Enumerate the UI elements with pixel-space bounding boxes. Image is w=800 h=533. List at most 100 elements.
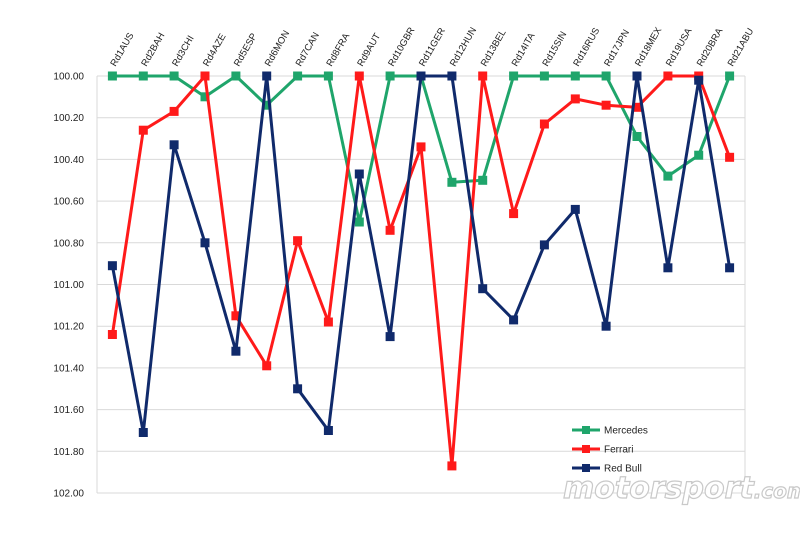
data-point	[539, 119, 549, 129]
data-point	[354, 217, 364, 227]
data-point	[138, 125, 148, 135]
x-tick-label: Rd6MON	[263, 29, 292, 69]
y-tick-label: 102.00	[53, 489, 84, 500]
data-point	[293, 384, 303, 394]
data-point	[262, 71, 272, 81]
data-point	[385, 225, 395, 235]
data-point	[725, 152, 735, 162]
data-point	[694, 150, 704, 160]
legend-swatch-marker	[582, 464, 590, 472]
x-tick-label: Rd7CAN	[294, 30, 322, 68]
data-point	[601, 100, 611, 110]
data-point	[169, 106, 179, 116]
data-point	[632, 102, 642, 112]
series-ferrari	[107, 71, 735, 471]
x-tick-label: Rd18MEX	[633, 25, 665, 69]
data-point	[478, 71, 488, 81]
data-point	[323, 71, 333, 81]
y-tick-label: 101.40	[53, 363, 84, 374]
svg-text:motorsport.com: motorsport.com	[563, 471, 800, 506]
data-point	[323, 426, 333, 435]
data-point	[447, 177, 457, 187]
y-tick-label: 101.20	[53, 322, 84, 333]
series-red-bull	[107, 71, 735, 437]
legend-item: Mercedes	[572, 426, 648, 437]
legend-label: Mercedes	[604, 426, 648, 437]
watermark-suffix: .com	[754, 479, 800, 503]
x-tick-label: Rd13BEL	[479, 28, 509, 69]
y-tick-label: 101.00	[53, 280, 84, 291]
data-point	[169, 71, 179, 81]
legend-item: Ferrari	[572, 445, 633, 456]
legend-swatch-marker	[582, 445, 590, 453]
data-point	[200, 92, 210, 102]
series-layer	[107, 71, 735, 471]
data-point	[447, 71, 457, 81]
data-point	[539, 71, 549, 81]
data-point	[478, 284, 488, 294]
series-line	[110, 74, 732, 434]
data-point	[231, 346, 241, 356]
data-point	[663, 263, 673, 273]
data-point	[725, 71, 735, 81]
data-point	[323, 317, 333, 327]
data-point	[138, 428, 148, 437]
data-point	[663, 71, 673, 81]
y-tick-label: 101.60	[53, 405, 84, 416]
data-point	[354, 71, 364, 81]
data-point	[231, 311, 241, 321]
watermark: motorsport.com	[562, 470, 800, 506]
x-tick-label: Rd20BRA	[695, 26, 726, 69]
grid-lines	[96, 75, 746, 494]
data-point	[416, 142, 426, 152]
x-tick-label: Rd16RUS	[571, 26, 602, 69]
data-point	[107, 330, 117, 339]
data-point	[570, 94, 580, 104]
data-point	[169, 140, 179, 150]
x-tick-label: Rd4AZE	[201, 32, 228, 69]
x-tick-label: Rd1AUS	[109, 31, 137, 69]
y-tick-label: 101.80	[53, 447, 84, 458]
data-point	[694, 75, 704, 85]
data-point	[632, 132, 642, 141]
data-point	[509, 71, 519, 81]
x-tick-label: Rd3CHI	[170, 34, 196, 69]
data-point	[663, 171, 673, 181]
data-point	[725, 263, 735, 273]
legend-swatch-marker	[582, 426, 590, 434]
x-tick-label: Rd10GBR	[386, 25, 417, 68]
x-tick-label: Rd15SIN	[541, 29, 570, 68]
y-tick-label: 100.80	[53, 238, 84, 249]
y-tick-label: 100.20	[53, 113, 84, 124]
x-axis: Rd1AUS Rd2BAH Rd3CHI Rd4AZE Rd5ESP Rd6MON Rd7C…	[109, 25, 757, 69]
legend-label: Ferrari	[604, 445, 633, 456]
data-point	[293, 236, 303, 246]
y-tick-label: 100.60	[53, 197, 84, 208]
x-tick-label: Rd5ESP	[232, 31, 260, 68]
data-point	[509, 209, 519, 219]
legend-label: Red Bull	[604, 464, 642, 475]
data-point	[107, 71, 117, 81]
data-point	[385, 332, 395, 342]
data-point	[354, 169, 364, 179]
y-tick-label: 100.40	[53, 155, 84, 166]
data-point	[539, 240, 549, 250]
data-point	[416, 71, 426, 81]
legend-item: Red Bull	[572, 464, 642, 475]
data-point	[262, 100, 272, 110]
data-point	[570, 71, 580, 81]
data-point	[200, 71, 210, 81]
data-point	[601, 71, 611, 81]
x-tick-label: Rd11GER	[417, 26, 448, 69]
data-point	[601, 321, 611, 331]
legend: Mercedes Ferrari Red Bull	[572, 426, 648, 475]
data-point	[570, 204, 580, 214]
x-tick-label: Rd14ITA	[510, 31, 538, 69]
data-point	[231, 71, 241, 81]
data-point	[138, 71, 148, 81]
data-point	[509, 315, 519, 325]
data-point	[385, 71, 395, 81]
x-tick-label: Rd12HUN	[448, 25, 479, 68]
data-point	[262, 361, 272, 371]
